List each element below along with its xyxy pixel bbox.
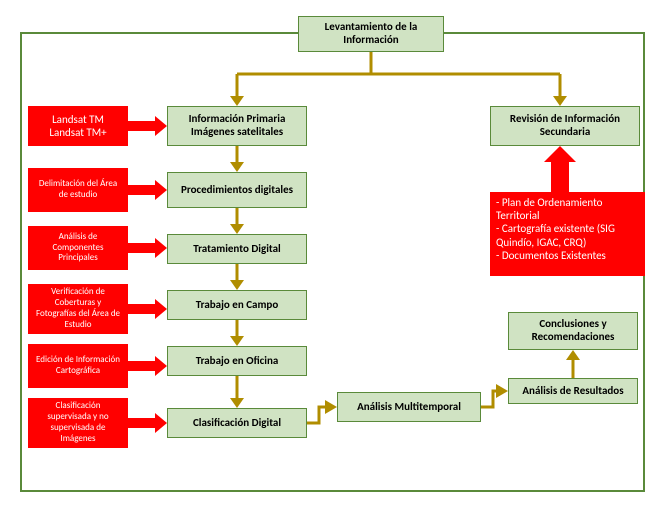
input-acp: Análisis de Componentes Principales: [28, 226, 128, 270]
input-verificacion: Verificación de Coberturas y Fotografías…: [28, 284, 128, 334]
flowchart-canvas: Levantamiento de la Información Informac…: [0, 0, 670, 507]
node-tratamiento-digital: Tratamiento Digital: [167, 234, 307, 264]
node-procedimientos-digitales: Procedimientos digitales: [167, 172, 307, 208]
node-trabajo-campo: Trabajo en Campo: [167, 290, 307, 320]
node-clasificacion-digital: Clasificación Digital: [167, 408, 307, 438]
node-title: Levantamiento de la Información: [298, 16, 444, 52]
node-info-primaria: Información Primaria Imágenes satelitale…: [167, 106, 307, 146]
input-delimitacion: Delimitación del Área de estudio: [28, 168, 128, 212]
node-trabajo-oficina: Trabajo en Oficina: [167, 346, 307, 376]
input-landsat: Landsat TMLandsat TM+: [28, 106, 128, 146]
node-revision-secundaria: Revisión de Información Secundaria: [490, 106, 640, 146]
node-analisis-resultados: Análisis de Resultados: [508, 378, 638, 404]
node-analisis-multitemporal: Análisis Multitemporal: [337, 392, 481, 422]
input-plan-ordenamiento: - Plan de Ordenamiento Territorial- Cart…: [490, 192, 645, 276]
input-clasificacion-supervisada: Clasificación supervisada y no supervisa…: [28, 398, 128, 448]
input-edicion: Edición de Información Cartográfica: [28, 344, 128, 388]
node-conclusiones: Conclusiones y Recomendaciones: [508, 312, 638, 350]
